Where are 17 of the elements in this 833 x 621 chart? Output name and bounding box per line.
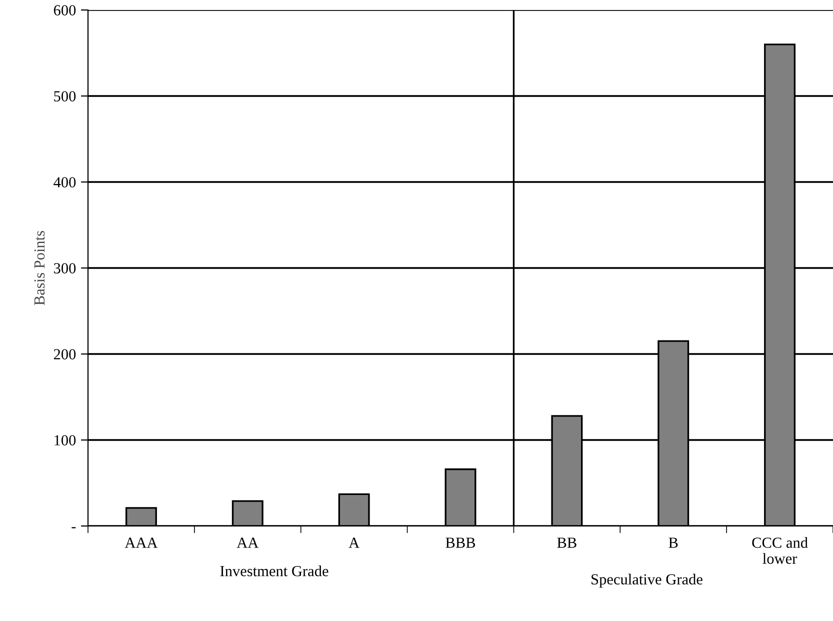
x-tick-label: B [668,538,678,548]
x-tick-label: AAA [124,538,158,548]
y-tick-label: 500 [54,91,76,102]
x-tick-label: A [348,538,360,548]
y-tick-label: 300 [54,263,76,274]
x-tick-label: BB [557,538,576,548]
x-tick-label: AA [236,538,259,548]
y-tick-label: - [72,527,76,528]
x-tick-label: BBB [446,538,476,548]
y-tick-label: 400 [54,177,76,188]
y-tick-label: 100 [54,435,76,446]
y-axis-title: Basis Points [34,230,45,306]
y-tick-label: 600 [54,5,76,16]
text: Investment Grade [220,566,328,576]
x-tick-label: CCC and lower [752,537,808,564]
y-tick-label: 200 [54,349,76,360]
text: Speculative Grade [592,574,702,588]
